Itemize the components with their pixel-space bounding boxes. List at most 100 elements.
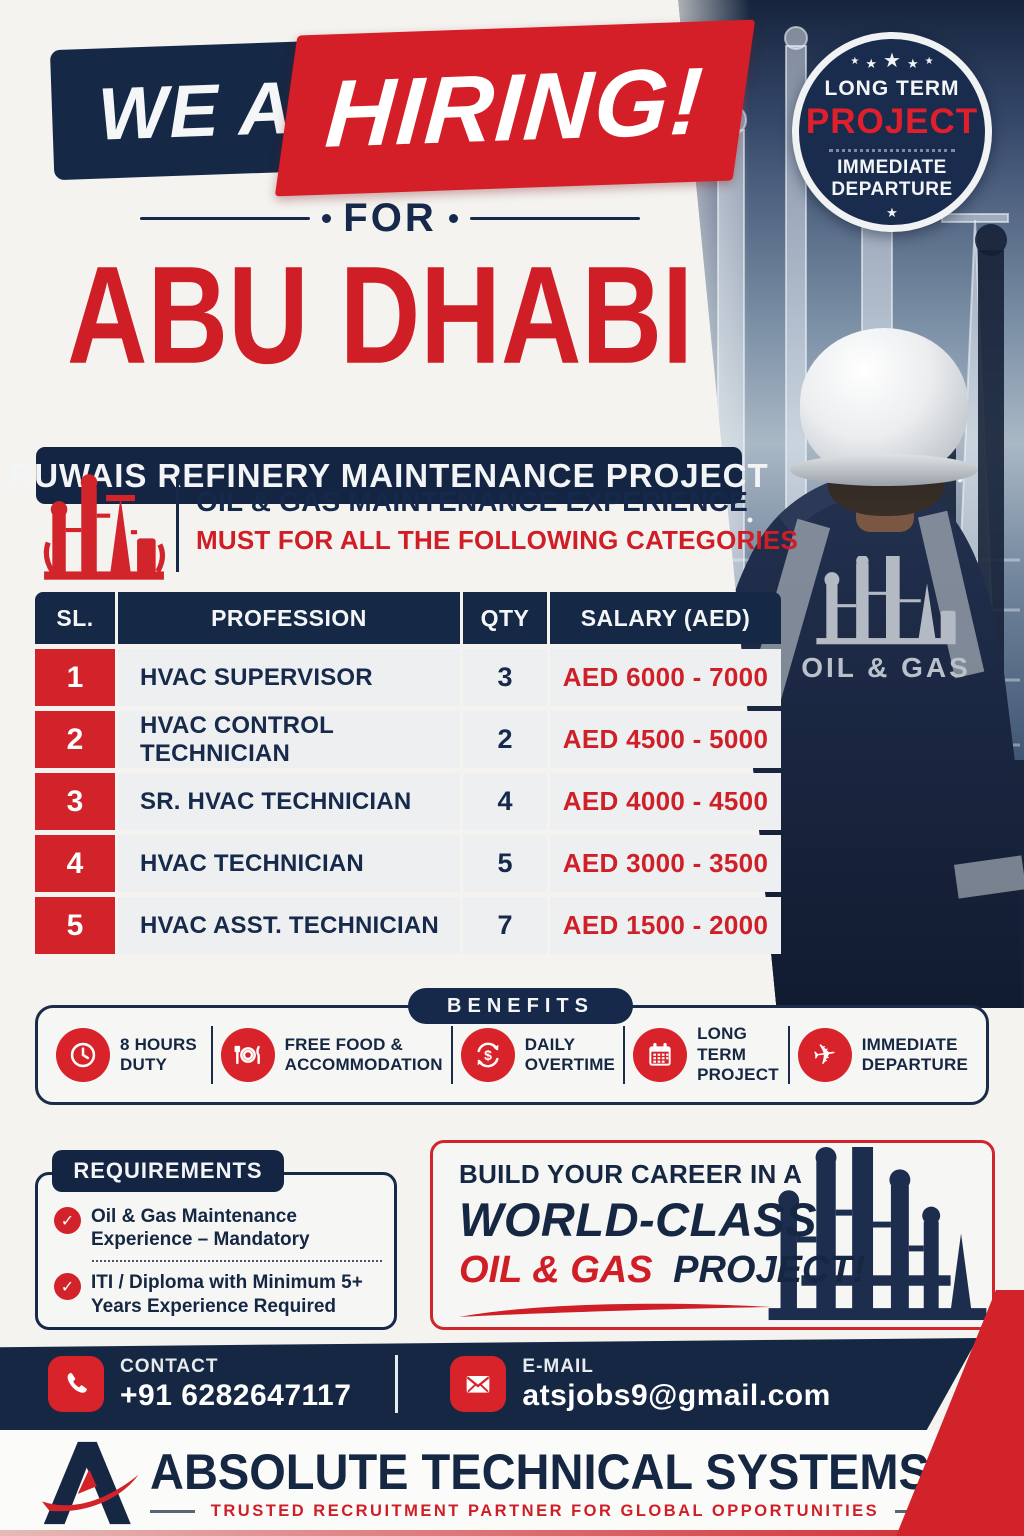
row-qty: 2: [463, 711, 547, 768]
row-salary: AED 1500 - 2000: [550, 897, 781, 954]
project-banner-text: RUWAIS REFINERY MAINTENANCE PROJECT: [9, 456, 769, 494]
row-sl: 5: [35, 897, 115, 954]
contact-divider: [395, 1355, 399, 1413]
badge-bottom-star-icon: ★: [886, 204, 898, 220]
row-qty: 7: [463, 897, 547, 954]
badge-immediate: IMMEDIATE: [837, 157, 947, 178]
career-refinery-icon: [768, 1147, 987, 1321]
requirement-text: Oil & Gas Maintenance Experience – Manda…: [91, 1206, 310, 1251]
svg-text:$: $: [484, 1047, 492, 1063]
career-box: BUILD YOUR CAREER IN A WORLD-CLASS OIL &…: [430, 1140, 995, 1330]
career-line3-red: OIL & GAS: [459, 1249, 653, 1291]
benefit-label: FREE FOOD & ACCOMMODATION: [284, 1034, 443, 1074]
row-profession: HVAC TECHNICIAN: [118, 835, 460, 892]
hiring-text: HIRING!: [322, 47, 708, 168]
check-icon: ✓: [54, 1273, 81, 1301]
row-sl: 3: [35, 773, 115, 830]
badge-project: PROJECT: [805, 102, 979, 141]
col-header-salary: SALARY (AED): [550, 592, 781, 644]
for-dot-left: [322, 214, 332, 223]
career-line1: BUILD YOUR CAREER IN A: [459, 1159, 803, 1189]
badge-divider: [829, 149, 955, 152]
row-sl: 1: [35, 649, 115, 706]
row-profession: HVAC ASST. TECHNICIAN: [118, 897, 460, 954]
benefits-title: BENEFITS: [447, 994, 594, 1017]
jobs-table: SL. PROFESSION QTY SALARY (AED) 1 HVAC S…: [35, 592, 781, 959]
benefit-label: 8 HOURS DUTY: [120, 1034, 197, 1074]
row-salary: AED 4500 - 5000: [550, 711, 781, 768]
company-tagline: TRUSTED RECRUITMENT PARTNER FOR GLOBAL O…: [210, 1502, 880, 1520]
for-dot-right: [448, 214, 458, 223]
table-header-row: SL. PROFESSION QTY SALARY (AED): [35, 592, 781, 644]
overtime-icon: $: [460, 1028, 515, 1082]
table-row: 4 HVAC TECHNICIAN 5 AED 3000 - 3500: [35, 835, 781, 892]
row-salary: AED 3000 - 3500: [550, 835, 781, 892]
food-icon: [220, 1028, 275, 1082]
career-text: BUILD YOUR CAREER IN A WORLD-CLASS OIL &…: [459, 1159, 865, 1292]
benefits-divider: [623, 1026, 626, 1084]
safety-helmet: [790, 328, 978, 486]
table-row: 2 HVAC CONTROL TECHNICIAN 2 AED 4500 - 5…: [35, 711, 781, 768]
badge-departure: DEPARTURE: [831, 178, 953, 200]
benefit-8-hours-duty: 8 HOURS DUTY: [48, 1028, 211, 1082]
requirement-text: ITI / Diploma with Minimum 5+ Years Expe…: [91, 1272, 363, 1317]
benefits-divider: [450, 1026, 453, 1084]
career-swoosh: [459, 1303, 771, 1317]
uniform-refinery-glyph-icon: [816, 556, 956, 645]
benefit-label: IMMEDIATE DEPARTURE: [861, 1034, 969, 1074]
col-header-sl: SL.: [35, 592, 115, 644]
benefits-divider: [787, 1026, 790, 1084]
check-icon: ✓: [54, 1207, 81, 1234]
uniform-back-print: OIL & GAS: [755, 556, 1017, 684]
requirements-pill: REQUIREMENTS: [52, 1150, 284, 1192]
row-salary: AED 6000 - 7000: [550, 649, 781, 706]
table-row: 1 HVAC SUPERVISOR 3 AED 6000 - 7000: [35, 649, 781, 706]
long-term-project-badge: ★ ★ ★ ★ ★ LONG TERM PROJECT IMMEDIATE DEPART…: [792, 32, 992, 232]
benefit-daily-overtime: $ DAILY OVERTIME: [453, 1028, 623, 1082]
benefit-label: DAILY OVERTIME: [524, 1034, 616, 1074]
badge-long-term: LONG TERM: [824, 77, 960, 100]
row-sl: 4: [35, 835, 115, 892]
table-row: 5 HVAC ASST. TECHNICIAN 7 AED 1500 - 200…: [35, 897, 781, 954]
refinery-icon: [43, 474, 165, 580]
company-name: ABSOLUTE TECHNICAL SYSTEMS LLP: [150, 1443, 1024, 1500]
col-header-profession: PROFESSION: [118, 592, 460, 644]
benefit-label: LONG TERM PROJECT: [697, 1024, 779, 1085]
email-icon: [450, 1356, 507, 1412]
row-profession: HVAC CONTROL TECHNICIAN: [118, 711, 460, 768]
tagline-dash-left: [150, 1510, 195, 1513]
benefit-immediate-departure: ✈ IMMEDIATE DEPARTURE: [790, 1028, 976, 1082]
row-qty: 4: [463, 773, 547, 830]
career-line3-navy: PROJECT!: [673, 1249, 866, 1291]
requirement-item: ✓ ITI / Diploma with Minimum 5+ Years Ex…: [54, 1271, 380, 1317]
contact-phone-group: CONTACT +91 6282647117: [48, 1356, 351, 1413]
plane-icon: ✈: [797, 1028, 852, 1082]
email-label: E-MAIL: [522, 1355, 594, 1377]
row-sl: 2: [35, 711, 115, 768]
contact-band: CONTACT +91 6282647117 E-MAIL atsjobs9@g…: [0, 1338, 978, 1430]
contact-email-group: E-MAIL atsjobs9@gmail.com: [450, 1356, 830, 1413]
benefit-long-term-project: LONG TERM PROJECT: [625, 1024, 788, 1085]
requirements-title: REQUIREMENTS: [73, 1158, 263, 1183]
company-logo: [41, 1441, 139, 1525]
tagline-row: TRUSTED RECRUITMENT PARTNER FOR GLOBAL O…: [150, 1502, 940, 1521]
row-profession: SR. HVAC TECHNICIAN: [118, 773, 460, 830]
badge-stars-icon: ★ ★ ★ ★ ★: [850, 50, 934, 72]
requirement-item: ✓ Oil & Gas Maintenance Experience – Man…: [54, 1205, 380, 1251]
for-divider-row: FOR: [40, 196, 740, 241]
career-line2: WORLD-CLASS: [459, 1193, 817, 1246]
calendar-icon: [633, 1027, 688, 1082]
benefits-divider: [210, 1026, 213, 1084]
row-qty: 5: [463, 835, 547, 892]
for-line-right: [469, 217, 640, 220]
table-row: 3 SR. HVAC TECHNICIAN 4 AED 4000 - 4500: [35, 773, 781, 830]
row-salary: AED 4000 - 4500: [550, 773, 781, 830]
uniform-back-text: OIL & GAS: [801, 652, 971, 683]
experience-line1: OIL & GAS MAINTENANCE EXPERIENCE: [196, 486, 748, 517]
col-header-qty: QTY: [463, 592, 547, 644]
contact-label: CONTACT: [120, 1355, 219, 1377]
experience-line2: MUST FOR ALL THE FOLLOWING CATEGORIES: [196, 525, 798, 555]
for-word: FOR: [343, 196, 437, 240]
project-banner: RUWAIS REFINERY MAINTENANCE PROJECT: [9, 447, 768, 504]
